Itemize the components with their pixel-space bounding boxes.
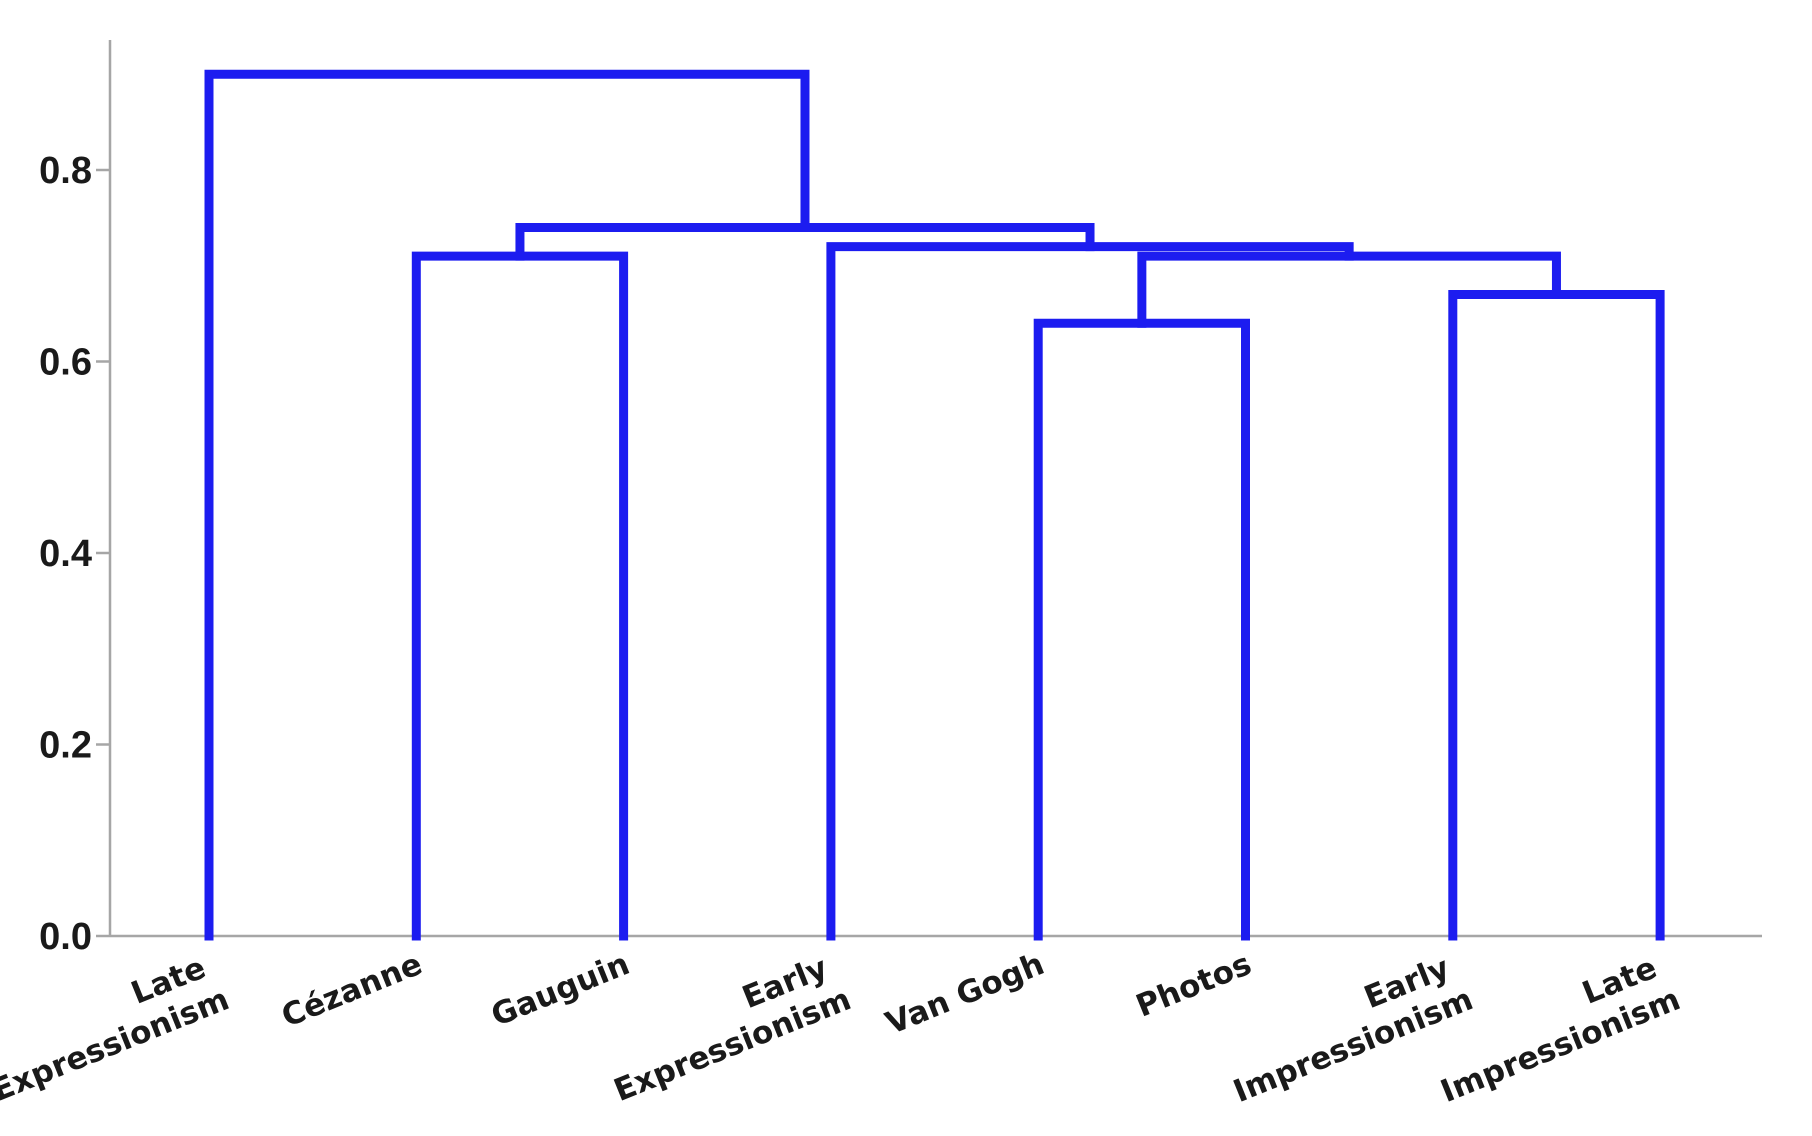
y-tick-label: 0.0 <box>39 916 92 958</box>
leaf-label-text: LateImpressionism <box>1422 946 1686 1110</box>
leaf-label-line: Gauguin <box>486 946 634 1034</box>
link-m_earlyexp_group <box>826 242 1354 941</box>
link-m_vangogh_photos <box>1033 318 1250 941</box>
leaf-label-line: Cézanne <box>277 946 428 1035</box>
links-layer <box>204 69 1665 941</box>
leaf-label-2: Gauguin <box>486 946 634 1034</box>
leaf-label-4: Van Gogh <box>881 946 1049 1042</box>
axis-layer: 0.0 0.2 0.4 0.6 0.8 <box>39 40 1762 958</box>
leaf-label-line: Van Gogh <box>881 946 1049 1042</box>
y-tick-label: 0.6 <box>39 342 92 384</box>
link-m_root <box>204 69 810 941</box>
leaf-label-3: EarlyExpressionism <box>595 946 856 1109</box>
leaf-label-line: Expressionism <box>0 981 234 1109</box>
leaf-label-1: Cézanne <box>277 946 428 1035</box>
y-tick-label: 0.8 <box>39 150 92 192</box>
leaf-label-7: LateImpressionism <box>1422 946 1686 1110</box>
link-m_impressionism <box>1448 289 1665 941</box>
leaf-label-text: Van Gogh <box>881 946 1049 1042</box>
leaf-label-0: LateExpressionism <box>0 946 234 1109</box>
leaf-labels-layer: LateExpressionism Cézanne Gauguin EarlyExpr… <box>0 946 1685 1110</box>
leaf-label-line: Impressionism <box>1436 981 1686 1110</box>
leaf-label-text: Photos <box>1131 946 1256 1025</box>
leaf-label-line: Expressionism <box>609 981 856 1109</box>
y-tick-label: 0.4 <box>39 533 92 575</box>
leaf-label-text: EarlyExpressionism <box>595 946 856 1109</box>
leaf-label-text: Gauguin <box>486 946 634 1034</box>
leaf-label-text: LateExpressionism <box>0 946 234 1109</box>
link-m_cezanne_gauguin <box>411 251 629 941</box>
link-m_vg_ph_imp <box>1137 251 1561 328</box>
y-tick-label: 0.2 <box>39 725 92 767</box>
leaf-label-line: Photos <box>1131 946 1256 1025</box>
leaf-label-5: Photos <box>1131 946 1256 1025</box>
leaf-label-text: Cézanne <box>277 946 428 1035</box>
